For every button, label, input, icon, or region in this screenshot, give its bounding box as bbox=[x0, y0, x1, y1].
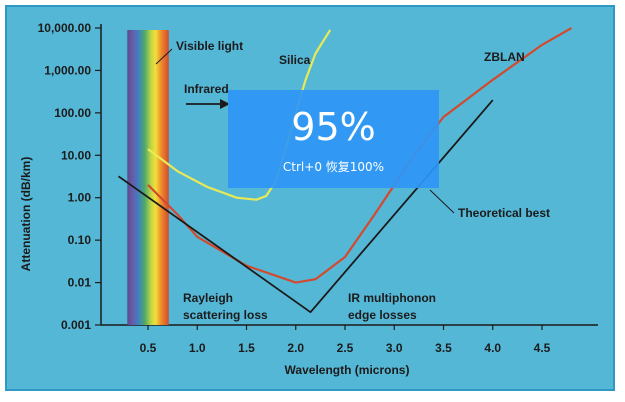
x-tick-label: 3.0 bbox=[386, 341, 403, 355]
series-line-zblan bbox=[147, 27, 573, 284]
series-label-theoretical-best: Theoretical best bbox=[458, 206, 550, 220]
y-tick-label: 100.00 bbox=[54, 106, 91, 120]
y-axis-title: Attenuation (dB/km) bbox=[19, 157, 33, 272]
x-tick-label: 1.5 bbox=[238, 341, 255, 355]
zoom-level-overlay: 95% Ctrl+0 恢复100% bbox=[228, 90, 439, 188]
zoom-level-text: 95% bbox=[291, 105, 376, 149]
x-tick-label: 4.5 bbox=[534, 341, 551, 355]
zoom-reset-hint: Ctrl+0 恢复100% bbox=[282, 160, 385, 174]
x-tick-label: 0.5 bbox=[140, 341, 157, 355]
x-axis-title: Wavelength (microns) bbox=[285, 363, 410, 377]
x-tick-label: 3.5 bbox=[435, 341, 452, 355]
y-tick-label: 10,000.00 bbox=[38, 21, 92, 35]
y-tick-label: 10.00 bbox=[61, 148, 91, 162]
series-label-zblan: ZBLAN bbox=[484, 50, 525, 64]
annotation-rayleigh-scattering: Rayleigh scattering loss bbox=[183, 291, 268, 322]
x-tick-label: 1.0 bbox=[189, 341, 206, 355]
y-tick-label: 0.10 bbox=[68, 233, 92, 247]
infrared-arrow-head bbox=[220, 99, 230, 109]
annotation-ir-multiphonon: IR multiphonon edge losses bbox=[348, 291, 436, 322]
y-tick-label: 0.001 bbox=[61, 318, 91, 332]
y-tick-label: 1.00 bbox=[68, 191, 92, 205]
y-tick-label: 0.01 bbox=[68, 276, 92, 290]
visible-light-leader-line bbox=[155, 48, 173, 65]
annotation-visible-light: Visible light bbox=[176, 39, 243, 53]
annotation-infrared: Infrared bbox=[184, 82, 229, 96]
x-tick-label: 2.5 bbox=[337, 341, 354, 355]
theoretical-best-leader-line bbox=[429, 189, 455, 214]
x-tick-label: 2.0 bbox=[287, 341, 304, 355]
series-line-silica bbox=[147, 29, 332, 201]
visible-light-band bbox=[127, 30, 169, 325]
x-tick-label: 4.0 bbox=[484, 341, 501, 355]
series-label-silica: Silica bbox=[279, 53, 311, 67]
y-tick-label: 1,000.00 bbox=[44, 63, 91, 77]
